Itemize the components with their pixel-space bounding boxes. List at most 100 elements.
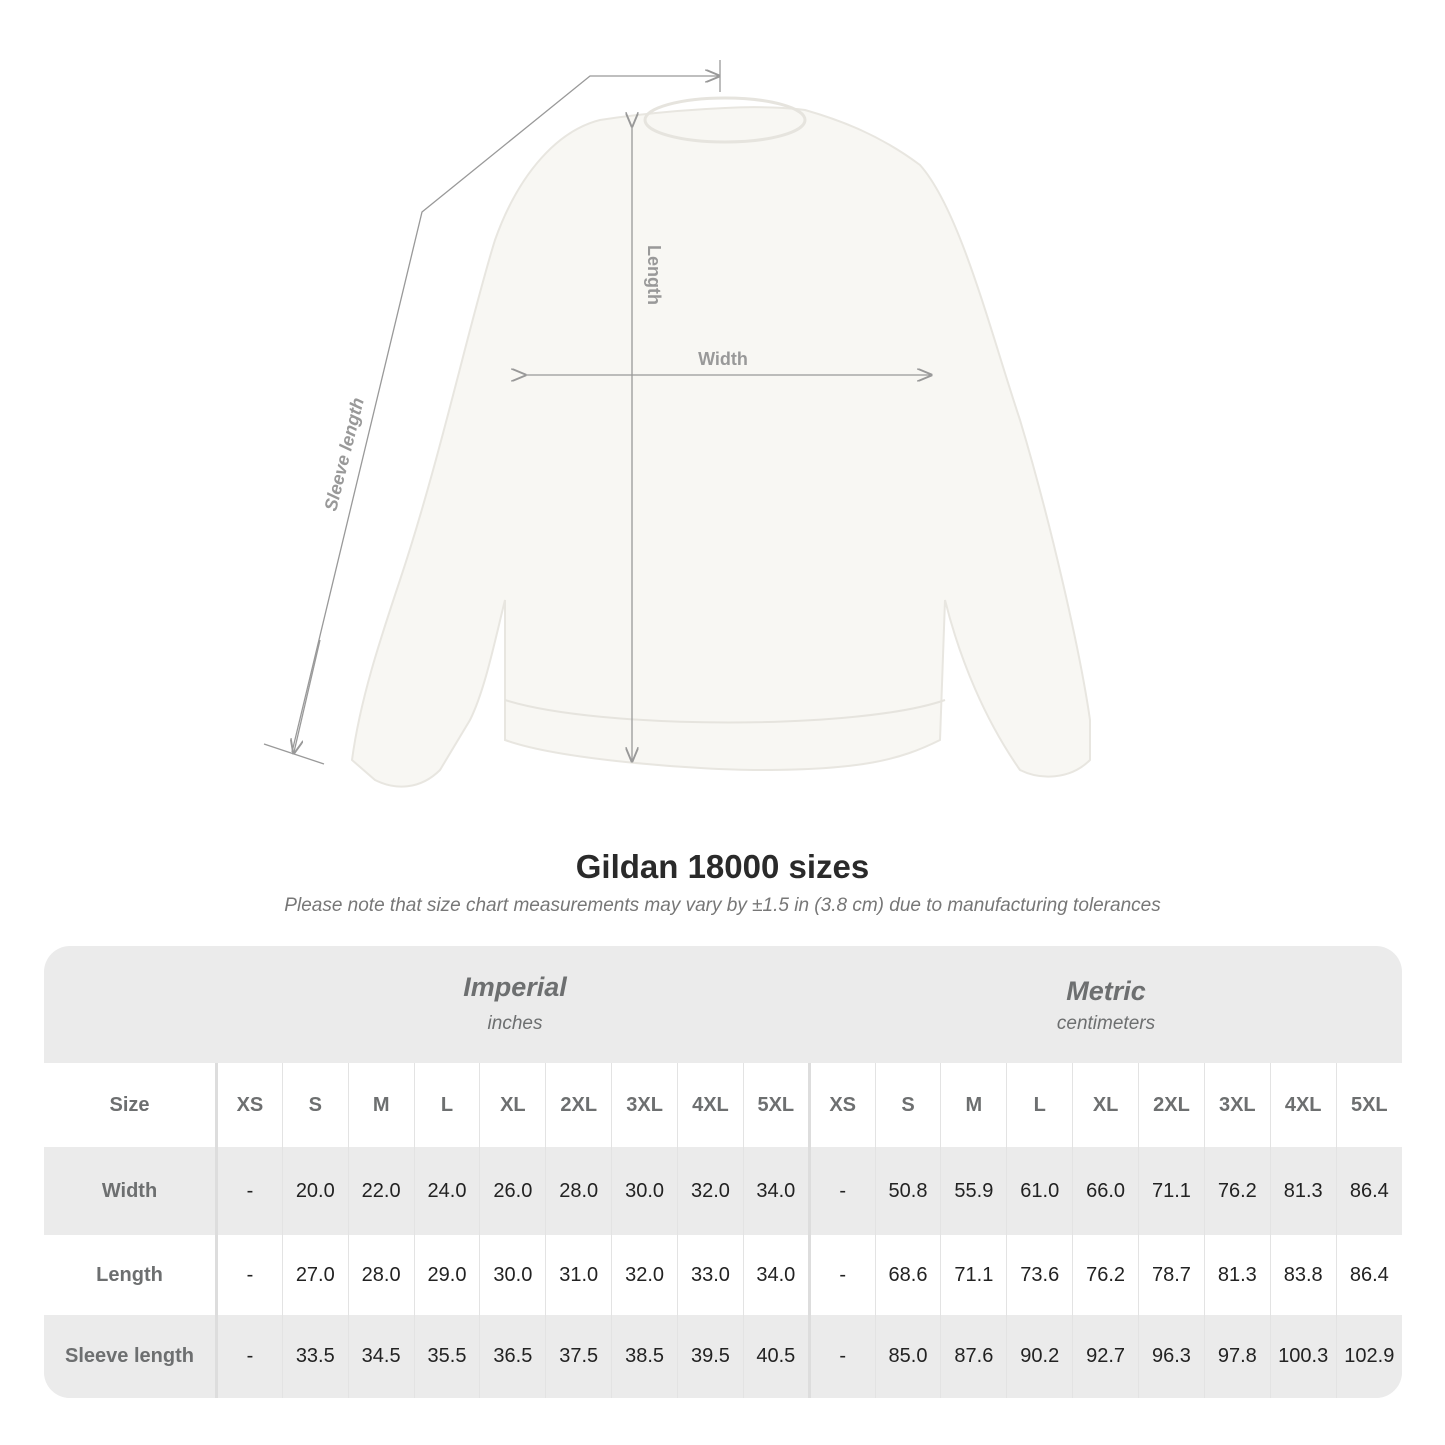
- imperial-size-s: S: [281, 1063, 349, 1147]
- imperial-value: -: [216, 1147, 283, 1235]
- metric-size-4xl: 4XL: [1269, 1063, 1337, 1147]
- sleeve-length-guide: [291, 76, 718, 753]
- metric-value: 66.0: [1072, 1147, 1139, 1235]
- width-label: Width: [698, 349, 748, 369]
- imperial-value: 27.0: [281, 1235, 349, 1315]
- imperial-header: Imperial inches: [215, 946, 815, 1063]
- imperial-value: 36.5: [479, 1315, 546, 1398]
- collar: [643, 96, 807, 144]
- imperial-value: -: [216, 1315, 283, 1398]
- sweatshirt-image: [350, 106, 1091, 788]
- imperial-value: 31.0: [545, 1235, 612, 1315]
- metric-value: 68.6: [874, 1235, 941, 1315]
- imperial-size-xl: XL: [479, 1063, 546, 1147]
- metric-value: 97.8: [1203, 1315, 1271, 1398]
- metric-value: -: [807, 1315, 876, 1398]
- table-row: Length -27.0 28.0 29.0 30.0 31.0 32.0 33.0 34.0-…: [44, 1235, 1402, 1315]
- imperial-value: 20.0: [281, 1147, 349, 1235]
- tolerance-note: Please note that size chart measurements…: [284, 895, 1161, 916]
- sweatshirt-diagram: Length Width Sleeve length: [263, 60, 1091, 788]
- length-label: Length: [644, 245, 664, 305]
- imperial-value: 32.0: [611, 1235, 678, 1315]
- metric-size-s: S: [874, 1063, 941, 1147]
- size-chart: Imperial inches Metric centimeters Size X…: [44, 946, 1402, 1398]
- metric-size-xl: XL: [1072, 1063, 1139, 1147]
- metric-value: 85.0: [874, 1315, 941, 1398]
- row-label: Sleeve length: [44, 1315, 218, 1398]
- imperial-value: 29.0: [413, 1235, 480, 1315]
- metric-size-2xl: 2XL: [1138, 1063, 1205, 1147]
- metric-value: 50.8: [874, 1147, 941, 1235]
- imperial-unit: inches: [487, 1013, 543, 1034]
- metric-value: 81.3: [1203, 1235, 1271, 1315]
- imperial-value: 28.0: [347, 1235, 415, 1315]
- metric-size-xs: XS: [807, 1063, 876, 1147]
- metric-value: 76.2: [1203, 1147, 1271, 1235]
- metric-value: 71.1: [1138, 1147, 1205, 1235]
- metric-value: -: [807, 1235, 876, 1315]
- imperial-size-3xl: 3XL: [611, 1063, 678, 1147]
- metric-value: 61.0: [1006, 1147, 1073, 1235]
- imperial-size-4xl: 4XL: [677, 1063, 744, 1147]
- imperial-value: 34.0: [742, 1235, 810, 1315]
- metric-value: 81.3: [1269, 1147, 1337, 1235]
- metric-size-m: M: [940, 1063, 1007, 1147]
- imperial-title: Imperial: [463, 972, 567, 1002]
- imperial-value: 38.5: [611, 1315, 678, 1398]
- waistband: [504, 699, 946, 724]
- metric-value: -: [807, 1147, 876, 1235]
- metric-header: Metric centimeters: [810, 946, 1402, 1063]
- metric-title: Metric: [1066, 976, 1146, 1006]
- sleeve-arrow: [294, 639, 321, 752]
- metric-size-3xl: 3XL: [1203, 1063, 1271, 1147]
- imperial-value: 35.5: [413, 1315, 480, 1398]
- page-title: Gildan 18000 sizes: [575, 848, 870, 885]
- metric-value: 100.3: [1269, 1315, 1337, 1398]
- imperial-value: 24.0: [413, 1147, 480, 1235]
- metric-size-5xl: 5XL: [1335, 1063, 1402, 1147]
- metric-value: 90.2: [1006, 1315, 1073, 1398]
- metric-value: 92.7: [1072, 1315, 1139, 1398]
- metric-value: 73.6: [1006, 1235, 1073, 1315]
- imperial-value: 30.0: [611, 1147, 678, 1235]
- metric-value: 83.8: [1269, 1235, 1337, 1315]
- imperial-value: 33.0: [677, 1235, 744, 1315]
- table-row: Width -20.0 22.0 24.0 26.0 28.0 30.0 32.0 34.0-5…: [44, 1147, 1402, 1235]
- metric-value: 96.3: [1138, 1315, 1205, 1398]
- imperial-value: 34.5: [347, 1315, 415, 1398]
- imperial-value: 34.0: [742, 1147, 810, 1235]
- imperial-value: 28.0: [545, 1147, 612, 1235]
- metric-value: 86.4: [1335, 1147, 1402, 1235]
- imperial-size-xs: XS: [216, 1063, 283, 1147]
- imperial-value: 26.0: [479, 1147, 546, 1235]
- imperial-value: 39.5: [677, 1315, 744, 1398]
- imperial-value: 32.0: [677, 1147, 744, 1235]
- imperial-value: 22.0: [347, 1147, 415, 1235]
- metric-value: 87.6: [940, 1315, 1007, 1398]
- imperial-value: 30.0: [479, 1235, 546, 1315]
- metric-value: 102.9: [1335, 1315, 1402, 1398]
- metric-value: 78.7: [1138, 1235, 1205, 1315]
- metric-value: 55.9: [940, 1147, 1007, 1235]
- imperial-value: 37.5: [545, 1315, 612, 1398]
- table-row: Sleeve length -33.5 34.5 35.5 36.5 37.5 38.5 39…: [44, 1315, 1402, 1398]
- imperial-value: 40.5: [742, 1315, 810, 1398]
- metric-size-l: L: [1006, 1063, 1073, 1147]
- size-table: Size XS S M L XL 2XL 3XL 4XL 5XL XS S M L XL 2XL 3XL 4XL 5…: [44, 1063, 1402, 1398]
- metric-value: 71.1: [940, 1235, 1007, 1315]
- imperial-value: -: [216, 1235, 283, 1315]
- imperial-size-l: L: [413, 1063, 480, 1147]
- sleeve-length-label: Sleeve length: [320, 396, 367, 513]
- metric-unit: centimeters: [1056, 1013, 1156, 1034]
- imperial-value: 33.5: [281, 1315, 349, 1398]
- sleeve-end-tick: [263, 743, 325, 765]
- metric-value: 86.4: [1335, 1235, 1402, 1315]
- metric-value: 76.2: [1072, 1235, 1139, 1315]
- row-label: Width: [44, 1147, 218, 1235]
- size-label: Size: [44, 1063, 218, 1147]
- imperial-size-2xl: 2XL: [545, 1063, 612, 1147]
- size-header-row: Size XS S M L XL 2XL 3XL 4XL 5XL XS S M L XL 2XL 3XL 4XL 5…: [44, 1063, 1402, 1147]
- row-label: Length: [44, 1235, 218, 1315]
- imperial-size-m: M: [347, 1063, 415, 1147]
- imperial-size-5xl: 5XL: [742, 1063, 810, 1147]
